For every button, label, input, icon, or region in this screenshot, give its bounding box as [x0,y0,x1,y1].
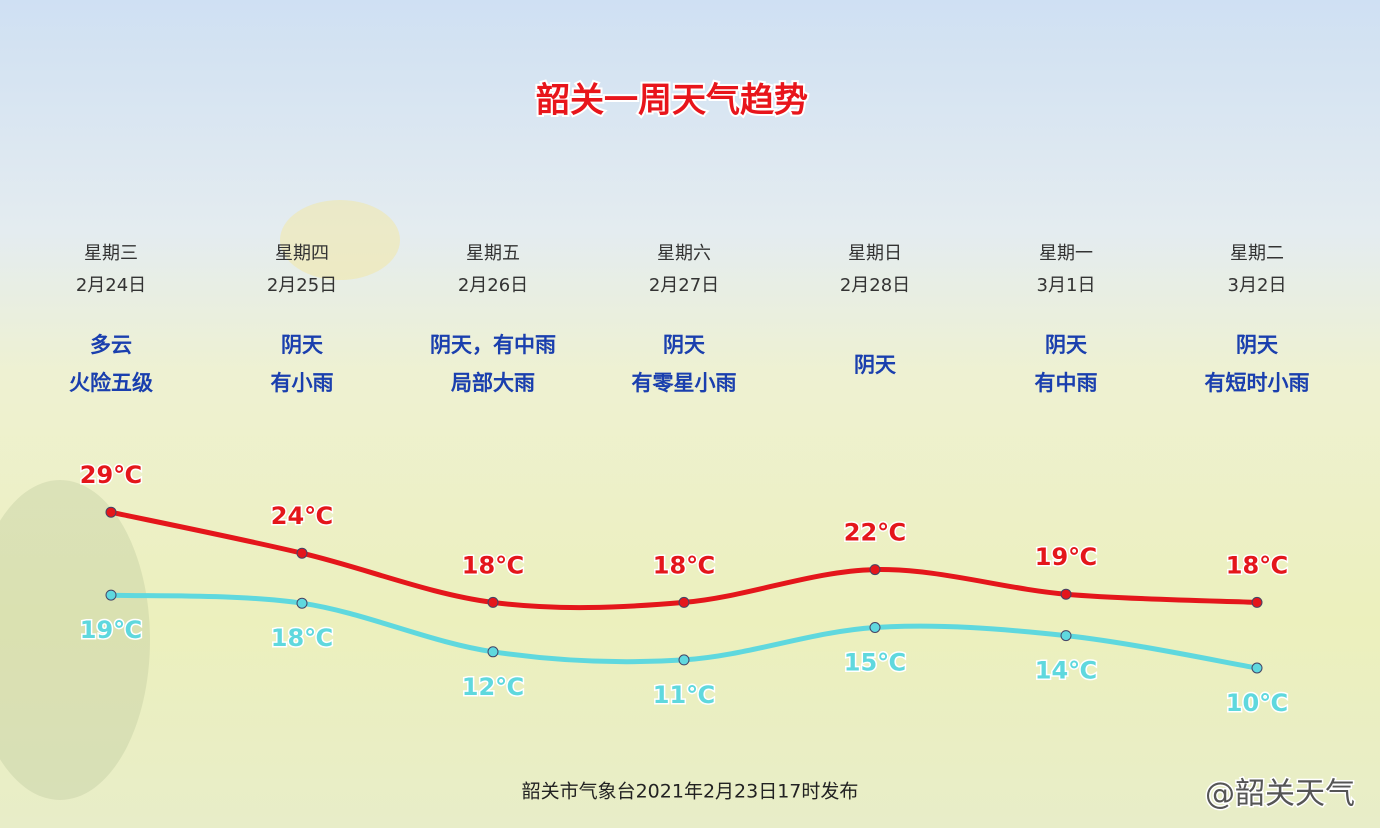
value-label: 19℃ [80,616,142,644]
weather: 阴天 [1236,333,1279,357]
date: 2月24日 [76,275,146,296]
point [1251,662,1263,674]
weather: 有零星小雨 [632,371,737,395]
weather: 阴天 [1045,333,1088,357]
weather: 阴天 [663,333,706,357]
value-label: 15℃ [844,649,906,677]
watermark: @韶关天气 [1205,777,1355,812]
point [296,547,308,559]
value-label: 18℃ [1226,551,1288,579]
point [105,506,117,518]
background-blur [0,480,150,800]
point [487,596,499,608]
point [1251,596,1263,608]
date: 2月27日 [649,275,719,296]
value-label: 12℃ [462,673,524,701]
date: 2月26日 [458,275,528,296]
background-blur [280,200,400,280]
footer: 韶关市气象台2021年2月23日17时发布 [522,781,859,803]
weather: 多云 [90,333,132,357]
point [869,564,881,576]
value-label: 18℃ [653,551,715,579]
date: 3月1日 [1037,275,1096,296]
date: 3月2日 [1228,275,1287,296]
point [678,596,690,608]
value-label: 24℃ [271,502,333,530]
point [678,654,690,666]
weather: 阴天，有中雨 [430,333,556,357]
value-label: 18℃ [462,551,524,579]
value-label: 18℃ [271,624,333,652]
point [296,597,308,609]
weather: 阴天 [281,333,324,357]
weather: 有中雨 [1035,371,1098,395]
weather: 有短时小雨 [1205,371,1310,395]
point [1060,630,1072,642]
value-label: 10℃ [1226,689,1288,717]
weather: 阴天 [854,353,897,377]
point [487,646,499,658]
weekday: 星期二 [1230,243,1284,264]
weather: 火险五级 [69,371,153,395]
weekday: 星期一 [1039,243,1093,264]
weekday: 星期六 [657,243,711,264]
point [1060,588,1072,600]
value-label: 19℃ [1035,543,1097,571]
weather: 有小雨 [271,371,334,395]
value-label: 14℃ [1035,657,1097,685]
weekday: 星期四 [275,243,329,264]
weekday: 星期五 [466,243,520,264]
weekday: 星期三 [84,243,138,264]
weekday: 星期日 [848,243,902,264]
date: 2月25日 [267,275,337,296]
value-label: 22℃ [844,519,906,547]
point [869,622,881,633]
weather: 局部大雨 [451,371,535,395]
value-label: 29℃ [80,461,142,489]
value-label: 11℃ [653,681,715,709]
point [105,589,117,601]
date: 2月28日 [840,275,910,296]
chart-title: 韶关一周天气趋势 [536,81,808,121]
